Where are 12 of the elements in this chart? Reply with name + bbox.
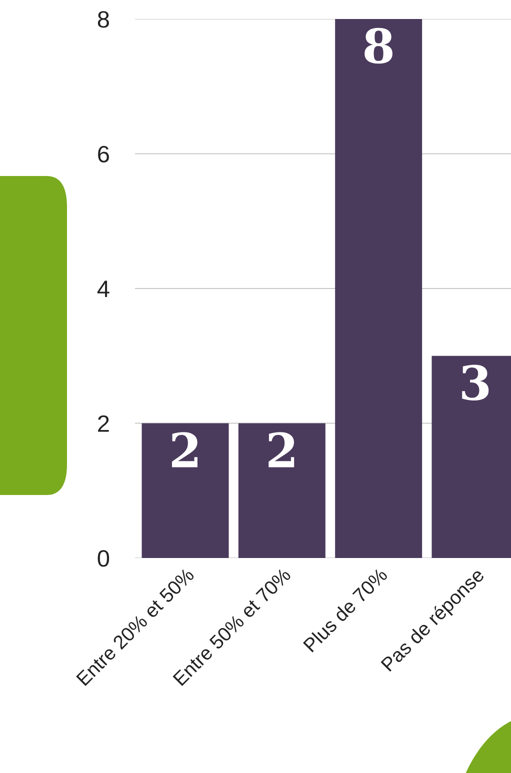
y-tick-label: 0 bbox=[98, 550, 110, 567]
y-tick-label: 2 bbox=[98, 415, 109, 432]
y-tick-label: 4 bbox=[97, 280, 110, 298]
data-label: 2 bbox=[268, 432, 294, 468]
data-label: 8 bbox=[364, 28, 392, 64]
data-label: 3 bbox=[462, 364, 489, 401]
bar bbox=[238, 423, 326, 558]
bar bbox=[142, 423, 229, 558]
data-label: 2 bbox=[172, 432, 198, 468]
x-tick-label: Plus de 70% bbox=[302, 566, 388, 652]
y-tick-label: 8 bbox=[98, 11, 109, 28]
y-tick-label: 6 bbox=[98, 146, 109, 163]
